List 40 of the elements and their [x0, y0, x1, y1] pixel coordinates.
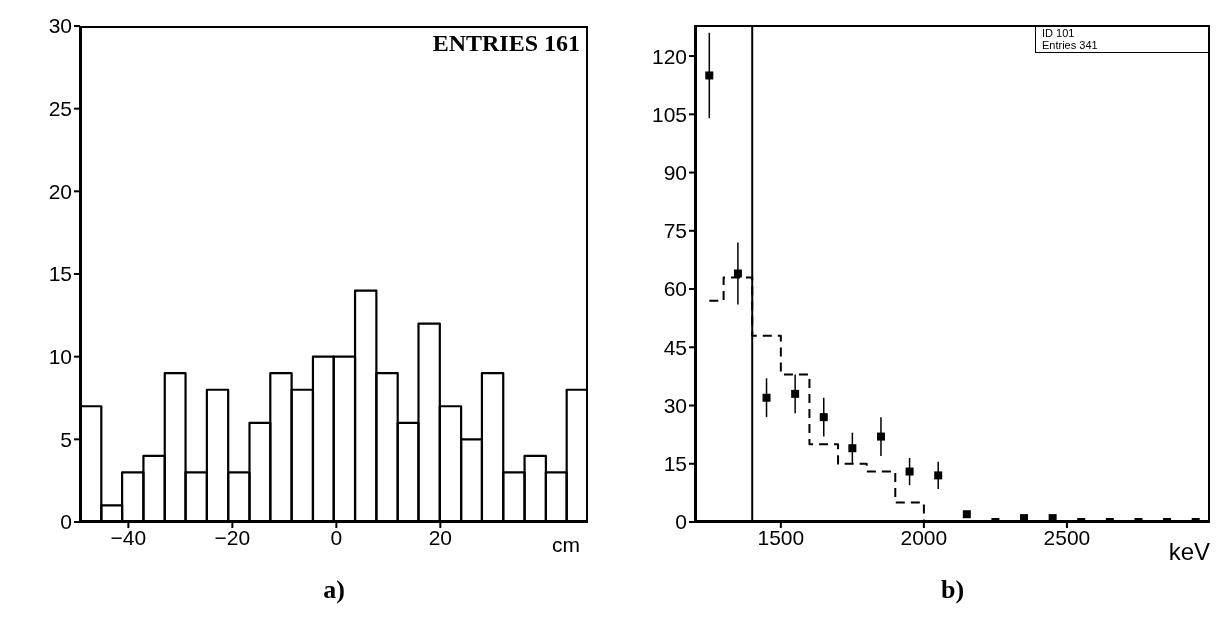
- point: [934, 471, 943, 480]
- x-tick-label: 2500: [1043, 525, 1091, 549]
- point: [848, 444, 857, 453]
- y-tick-label: 75: [663, 219, 687, 243]
- y-tick-label: 120: [651, 44, 687, 68]
- y-tick-label: 25: [48, 97, 72, 121]
- y-tick-label: 10: [48, 345, 72, 369]
- annotation: ID 101: [1042, 27, 1076, 39]
- y-tick-label: 30: [48, 14, 72, 38]
- y-tick-label: 90: [663, 161, 687, 184]
- x-tick-label: −20: [214, 525, 251, 549]
- x-axis-title: cm: [552, 533, 580, 556]
- x-tick-label: 1500: [757, 525, 805, 549]
- annotation: Entries 341: [1042, 39, 1099, 51]
- annotation: ENTRIES 161: [432, 30, 580, 57]
- point: [905, 467, 914, 476]
- x-tick-label: −40: [110, 525, 147, 549]
- text: a): [322, 575, 346, 605]
- point: [762, 393, 771, 402]
- x-axis-title: keV: [1168, 538, 1210, 565]
- point: [733, 269, 742, 278]
- y-tick-label: 20: [48, 179, 72, 203]
- y-tick-label: 15: [48, 262, 72, 286]
- y-tick-label: 30: [663, 393, 687, 417]
- y-tick-label: 5: [60, 427, 72, 451]
- y-tick-label: 0: [60, 510, 72, 534]
- point: [791, 389, 800, 398]
- y-tick-label: 45: [663, 335, 687, 359]
- y-tick-label: 0: [675, 510, 687, 534]
- point: [705, 71, 714, 80]
- point: [819, 413, 828, 422]
- x-tick-label: 0: [330, 525, 343, 549]
- point: [962, 510, 971, 519]
- x-tick-label: 20: [428, 525, 453, 549]
- x-tick-label: 2000: [900, 525, 948, 549]
- text: b): [939, 575, 966, 605]
- point: [876, 432, 885, 441]
- y-tick-label: 60: [663, 277, 687, 301]
- y-tick-label: 15: [663, 452, 687, 476]
- y-tick-label: 105: [651, 102, 687, 126]
